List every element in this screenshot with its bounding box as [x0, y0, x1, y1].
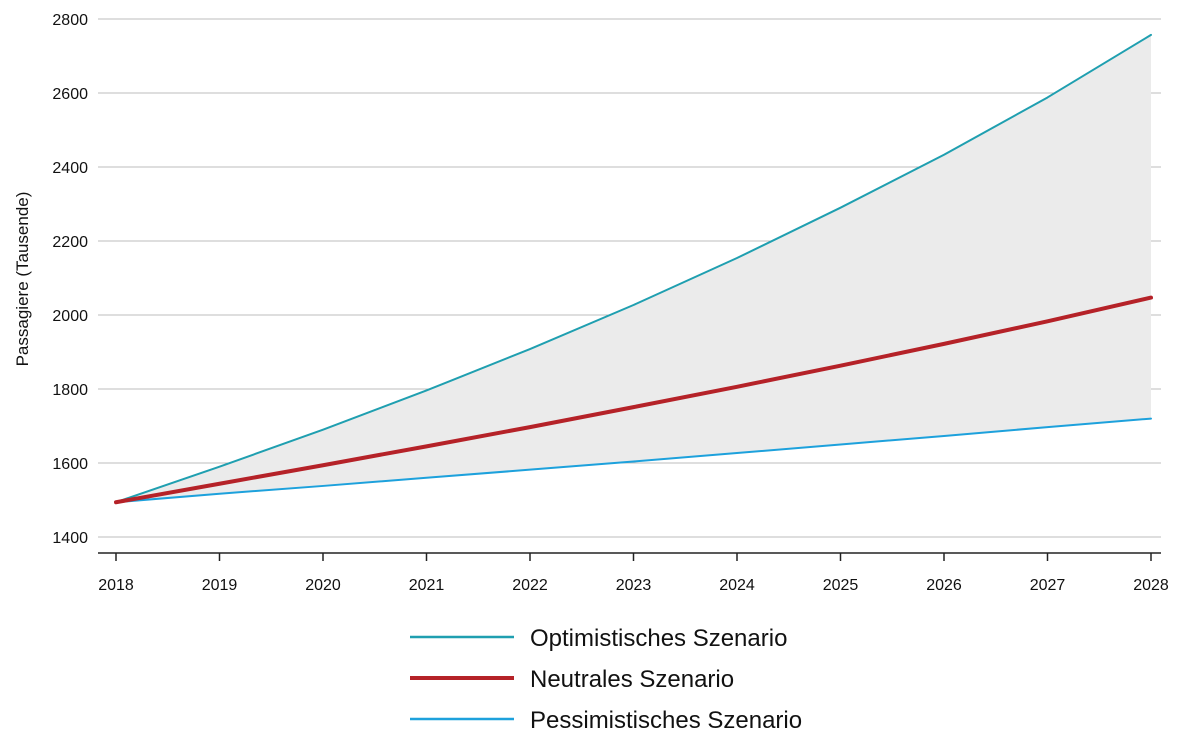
y-tick-label: 2000 [52, 308, 88, 325]
legend-label: Pessimistisches Szenario [530, 707, 802, 731]
x-tick-label: 2022 [512, 577, 548, 594]
y-tick-label: 2400 [52, 160, 88, 177]
y-tick-label: 1800 [52, 382, 88, 399]
series-line-0 [115, 33, 1152, 504]
x-tick-label: 2020 [305, 577, 341, 594]
series-line-1 [114, 295, 1153, 505]
legend-label: Optimistisches Szenario [530, 625, 787, 652]
scenario-band [116, 34, 1151, 503]
x-tick-label: 2024 [719, 577, 755, 594]
x-tick-label: 2026 [926, 577, 962, 594]
x-tick-label: 2019 [202, 577, 238, 594]
y-tick-label: 2800 [52, 12, 88, 29]
y-tick-labels: 1400 1600 1800 2000 2200 2400 2600 2800 [52, 12, 88, 547]
y-tick-label: 1600 [52, 456, 88, 473]
y-axis-title: Passagiere (Tausende) [13, 192, 32, 367]
x-tick-label: 2023 [616, 577, 652, 594]
x-tick-label: 2025 [823, 577, 859, 594]
x-tick-labels: 2018 2019 2020 2021 2022 2023 2024 2025 2026 2027… [98, 577, 1169, 594]
x-tick-label: 2027 [1030, 577, 1066, 594]
legend-label: Neutrales Szenario [530, 666, 734, 693]
x-tick-label: 2018 [98, 577, 134, 594]
y-tick-label: 1400 [52, 530, 88, 547]
x-tick-label: 2028 [1133, 577, 1169, 594]
x-tick-label: 2021 [409, 577, 445, 594]
scenario-range-band [116, 34, 1151, 503]
y-tick-label: 2200 [52, 234, 88, 251]
y-tick-label: 2600 [52, 86, 88, 103]
series-lines [114, 33, 1153, 505]
series-line-2 [115, 417, 1152, 504]
legend: Optimistisches Szenario Neutrales Szenari… [410, 625, 802, 731]
x-axis [98, 552, 1161, 561]
